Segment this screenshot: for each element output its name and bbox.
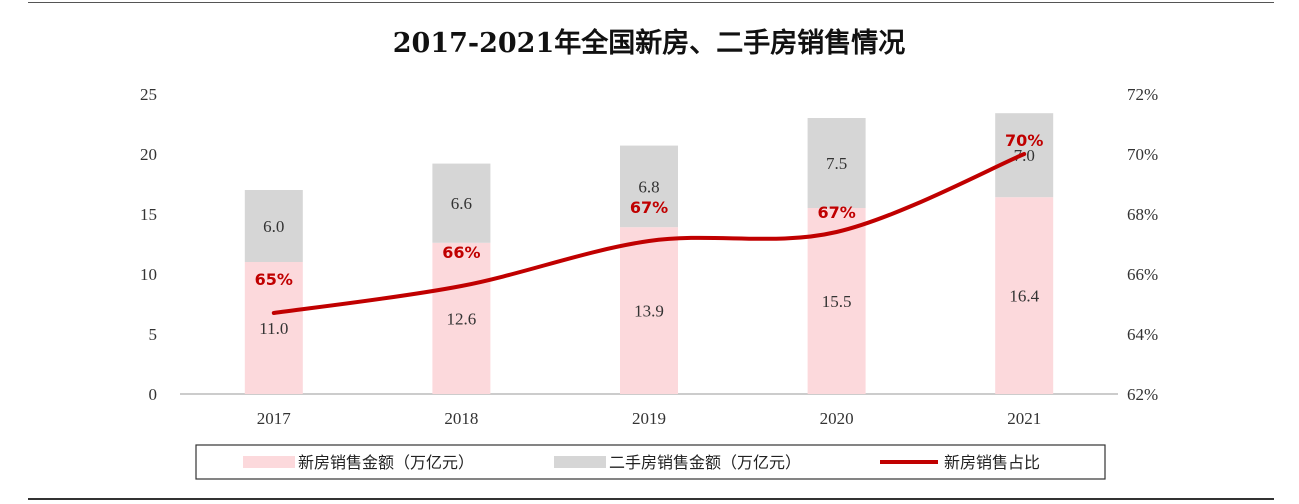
y2-tick-label: 66%	[1127, 265, 1158, 284]
legend-label-share: 新房销售占比	[944, 453, 1040, 472]
bar-second-hand-label: 7.5	[826, 154, 847, 173]
bar-new-house	[620, 227, 678, 394]
bar-second-hand-label: 6.0	[263, 217, 284, 236]
bar-new-house-label: 13.9	[634, 302, 664, 321]
bar-second-hand-label: 6.6	[451, 194, 472, 213]
bar-new-house-label: 11.0	[259, 319, 288, 338]
line-share-label: 70%	[1005, 131, 1043, 150]
legend-label-second-hand: 二手房销售金额（万亿元）	[609, 453, 801, 472]
x-tick-label: 2021	[1007, 409, 1041, 428]
line-share-label: 65%	[255, 270, 293, 289]
bar-second-hand	[620, 145, 678, 228]
y-tick-label: 10	[140, 265, 157, 284]
bar-new-house-label: 16.4	[1009, 287, 1039, 306]
legend-swatch-second-hand	[554, 456, 606, 468]
chart-title: 2017-2021年全国新房、二手房销售情况	[393, 27, 906, 59]
y2-tick-label: 68%	[1127, 205, 1158, 224]
y2-tick-label: 62%	[1127, 385, 1158, 404]
x-tick-label: 2020	[820, 409, 854, 428]
bar-second-hand	[807, 118, 866, 208]
line-new-house-share	[271, 152, 1027, 315]
y-tick-label: 0	[149, 385, 158, 404]
top-rule	[28, 2, 1274, 3]
y-tick-label: 15	[140, 205, 157, 224]
y-tick-label: 5	[149, 325, 158, 344]
bar-new-house	[995, 197, 1054, 394]
x-tick-label: 2017	[257, 409, 292, 428]
x-tick-label: 2019	[632, 409, 666, 428]
y-tick-label: 20	[140, 145, 157, 164]
bar-new-house	[244, 262, 303, 394]
legend-label-new-house: 新房销售金额（万亿元）	[298, 453, 474, 472]
bottom-rule	[28, 498, 1274, 500]
bar-new-house-label: 15.5	[822, 292, 852, 311]
bar-new-house-label: 12.6	[447, 309, 477, 328]
line-share-label: 67%	[817, 203, 855, 222]
x-tick-label: 2018	[444, 409, 478, 428]
bar-new-house	[432, 242, 491, 394]
bar-new-house	[807, 208, 866, 394]
legend: 新房销售金额（万亿元） 二手房销售金额（万亿元） 新房销售占比	[195, 444, 1106, 480]
bar-second-hand-label: 6.8	[638, 177, 659, 196]
legend-swatch-new-house	[243, 456, 295, 468]
line-share-label: 67%	[630, 198, 668, 217]
line-share-label: 66%	[442, 243, 480, 262]
bar-second-hand	[244, 190, 303, 262]
y-tick-label: 25	[140, 85, 157, 104]
y2-tick-label: 70%	[1127, 145, 1158, 164]
bar-second-hand	[432, 163, 491, 243]
y2-tick-label: 72%	[1127, 85, 1158, 104]
legend-frame	[195, 444, 1106, 480]
y2-tick-label: 64%	[1127, 325, 1158, 344]
